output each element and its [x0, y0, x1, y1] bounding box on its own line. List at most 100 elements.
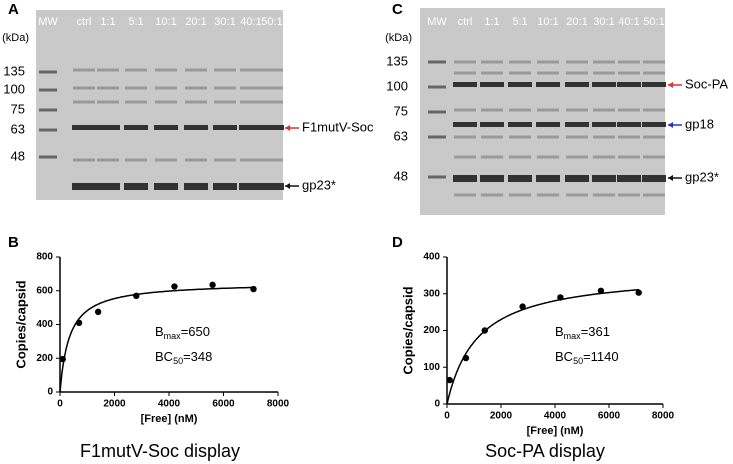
band-label: gp23* — [302, 177, 336, 192]
marker-band — [39, 155, 57, 159]
band — [154, 183, 178, 190]
y-tick-label: 0 — [47, 387, 53, 398]
faint-band — [643, 108, 665, 112]
faint-band — [509, 71, 531, 75]
lane-label: 50:1 — [643, 16, 664, 28]
band — [453, 175, 477, 182]
annotation-text: BC — [555, 349, 573, 364]
x-tick-label: 8000 — [652, 411, 675, 422]
marker-label: 48 — [11, 148, 25, 163]
faint-band — [566, 71, 588, 75]
faint-band — [618, 155, 640, 159]
annotation: BC50=348 — [155, 349, 212, 366]
faint-band — [261, 158, 283, 162]
faint-band — [481, 155, 503, 159]
marker-band — [39, 108, 57, 112]
faint-band — [618, 193, 640, 197]
band — [592, 175, 616, 182]
band — [213, 125, 237, 130]
faint-band — [593, 60, 615, 64]
faint-band — [97, 100, 119, 104]
data-point — [635, 289, 642, 296]
panel-letter: C — [392, 1, 403, 18]
lane-label: 40:1 — [618, 16, 639, 28]
faint-band — [566, 108, 588, 112]
panel-letter: D — [392, 234, 403, 251]
band — [536, 122, 560, 127]
data-point — [597, 287, 605, 295]
fit-curve — [59, 286, 254, 393]
faint-band — [97, 158, 119, 162]
marker-label: 100 — [3, 81, 25, 96]
faint-band — [454, 71, 476, 75]
faint-band — [566, 193, 588, 197]
faint-band — [73, 86, 95, 90]
band — [592, 82, 616, 87]
faint-band — [509, 108, 531, 112]
annotation-suffix: =348 — [183, 349, 212, 364]
faint-band — [73, 158, 95, 162]
faint-band — [537, 108, 559, 112]
faint-band — [481, 60, 503, 64]
data-point — [446, 376, 453, 384]
band — [96, 125, 120, 130]
faint-band — [643, 155, 665, 159]
data-point — [59, 355, 66, 363]
band — [260, 183, 284, 190]
marker-band — [39, 128, 57, 132]
y-tick-label: 400 — [36, 319, 53, 330]
band — [213, 183, 237, 190]
faint-band — [509, 60, 531, 64]
y-axis-title: Copies/capsid — [13, 280, 28, 368]
band — [508, 122, 532, 127]
marker-label: 135 — [386, 53, 408, 68]
band — [260, 125, 284, 130]
marker-label: 63 — [11, 121, 25, 136]
annotation-text: BC — [155, 349, 173, 364]
annotation: BC50=1140 — [555, 349, 619, 366]
band — [96, 183, 120, 190]
faint-band — [155, 86, 177, 90]
x-tick-label: 6000 — [598, 411, 621, 422]
x-tick-label: 8000 — [267, 399, 290, 410]
faint-band — [185, 100, 207, 104]
marker-band — [428, 85, 446, 89]
annotation-text: B — [555, 324, 564, 339]
caption: Soc-PA display — [485, 441, 605, 461]
unit-label: (kDa) — [2, 32, 29, 44]
band — [617, 175, 641, 182]
faint-band — [593, 155, 615, 159]
band — [453, 82, 477, 87]
lane-label: 1:1 — [100, 16, 115, 28]
faint-band — [618, 108, 640, 112]
marker-band — [428, 175, 446, 179]
faint-band — [643, 193, 665, 197]
band-label: F1mutV-Soc — [302, 119, 374, 134]
annotation-suffix: =1140 — [583, 349, 619, 364]
band — [592, 122, 616, 127]
data-point — [462, 354, 470, 362]
band — [480, 122, 504, 127]
faint-band — [155, 158, 177, 162]
faint-band — [261, 68, 283, 72]
data-point — [519, 303, 526, 310]
data-point — [133, 292, 140, 300]
marker-label: 48 — [394, 168, 408, 183]
faint-band — [566, 155, 588, 159]
faint-band — [593, 135, 615, 139]
data-point — [75, 319, 83, 327]
faint-band — [481, 135, 503, 139]
x-axis-title: [Free] (nM) — [527, 425, 584, 437]
faint-band — [185, 86, 207, 90]
annotation: Bmax=361 — [555, 324, 610, 341]
faint-band — [566, 135, 588, 139]
y-tick-label: 200 — [423, 325, 440, 336]
data-point — [209, 281, 216, 289]
x-tick-label: 4000 — [544, 411, 567, 422]
band — [617, 82, 641, 87]
faint-band — [454, 135, 476, 139]
faint-band — [593, 193, 615, 197]
faint-band — [454, 155, 476, 159]
unit-label: (kDa) — [385, 32, 412, 44]
